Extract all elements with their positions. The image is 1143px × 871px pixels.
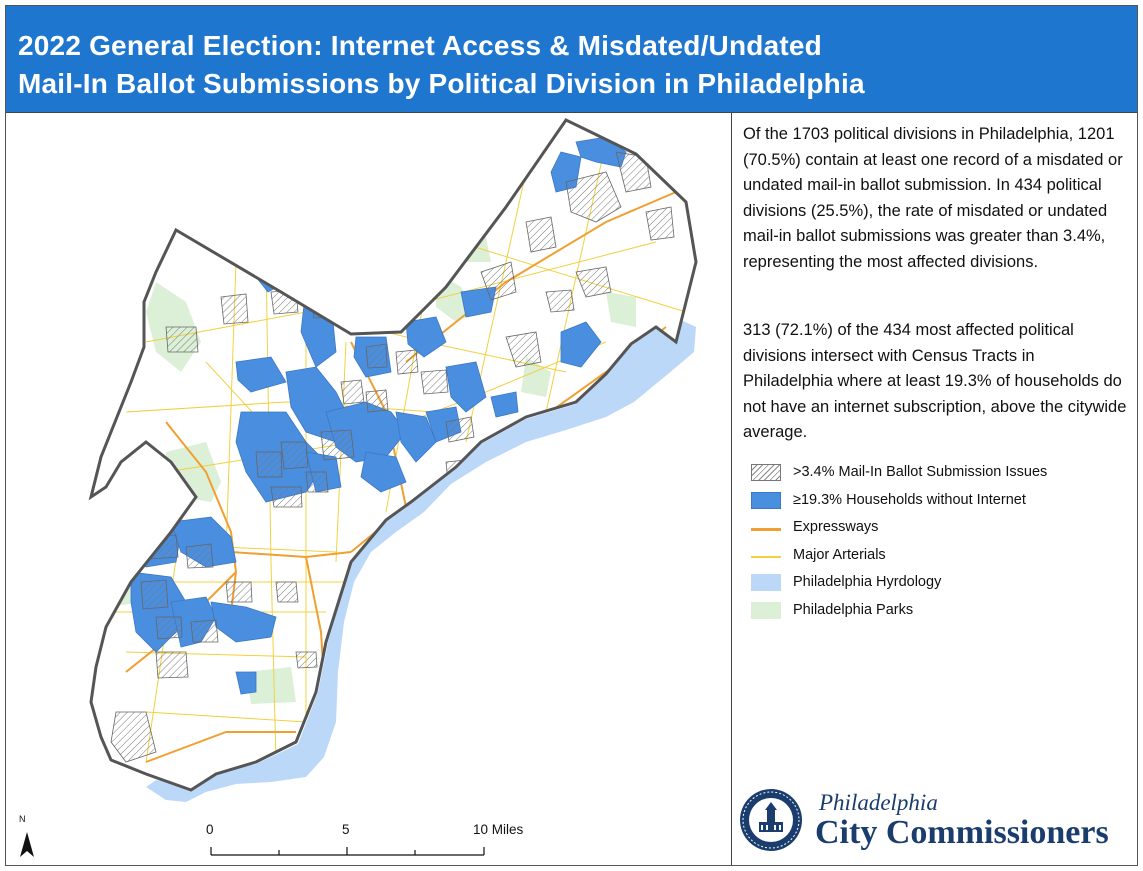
legend-label: Philadelphia Hyrdology xyxy=(793,574,942,590)
logo-line-1: Philadelphia xyxy=(819,790,938,815)
ballot-issue-divisions xyxy=(105,151,675,763)
title-banner: 2022 General Election: Internet Access &… xyxy=(6,6,1137,113)
hydrology-swatch-icon xyxy=(751,574,781,591)
description-paragraph-1: Of the 1703 political divisions in Phila… xyxy=(743,125,1123,271)
legend-label: Major Arterials xyxy=(793,546,886,563)
city-commissioners-logo: Philadelphia City Commissioners xyxy=(739,784,1134,854)
hatch-swatch-icon xyxy=(751,464,781,481)
map-title-line-1: 2022 General Election: Internet Access &… xyxy=(18,30,822,61)
river-boundary-line xyxy=(255,561,353,764)
map-panel xyxy=(6,112,732,865)
description-paragraph-2: 313 (72.1%) of the 434 most affected pol… xyxy=(743,321,1127,441)
scale-tick-10: 10 Miles xyxy=(473,822,524,837)
logo-line-2: City Commissioners xyxy=(815,814,1109,851)
blue-fill-swatch-icon xyxy=(751,491,781,509)
scale-tick-0: 0 xyxy=(206,822,214,837)
scale-bar xyxy=(210,847,485,856)
north-arrow-icon xyxy=(20,832,34,857)
legend-label: >3.4% Mail-In Ballot Submission Issues xyxy=(793,464,1048,480)
philadelphia-map xyxy=(20,118,698,857)
legend-label: ≥19.3% Households without Internet xyxy=(793,491,1026,508)
delaware-river xyxy=(146,312,696,802)
side-panel: Of the 1703 political divisions in Phila… xyxy=(733,112,1137,865)
scale-tick-5: 5 xyxy=(342,822,350,837)
legend-label: Expressways xyxy=(793,519,879,535)
arterial-line-icon xyxy=(751,555,781,558)
map-title-line-2: Mail-In Ballot Submissions by Political … xyxy=(18,68,865,99)
expressway-line-icon xyxy=(751,528,781,531)
seal-icon xyxy=(740,789,802,851)
parks-swatch-icon xyxy=(751,601,781,619)
legend-label: Philadelphia Parks xyxy=(793,601,914,618)
north-label: N xyxy=(19,814,26,824)
